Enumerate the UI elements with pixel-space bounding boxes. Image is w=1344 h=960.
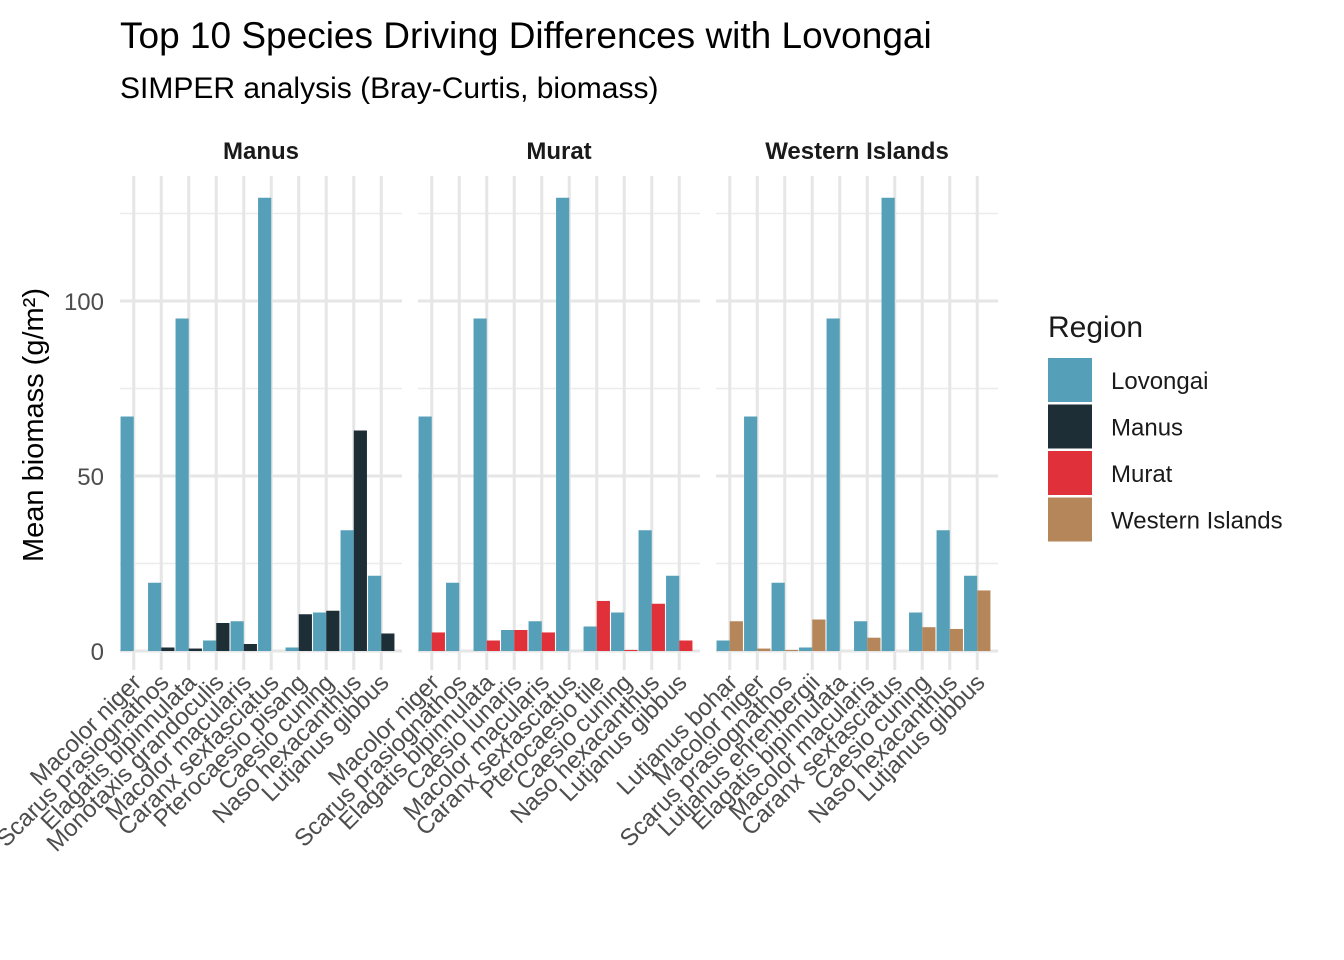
bar — [909, 612, 923, 651]
bar — [541, 632, 555, 651]
bar — [298, 614, 312, 651]
bar — [596, 600, 610, 651]
legend-label: Manus — [1111, 415, 1183, 442]
bar — [881, 197, 895, 651]
bar — [216, 623, 230, 651]
bar — [120, 416, 134, 651]
bar — [936, 530, 950, 651]
facet-strip-label: Western Islands — [765, 138, 949, 165]
bar — [514, 630, 528, 651]
legend-swatch — [1048, 358, 1092, 402]
bar — [418, 416, 432, 651]
bar — [203, 640, 217, 651]
bar — [666, 575, 680, 651]
bar — [230, 621, 244, 651]
bar — [340, 530, 354, 651]
y-tick-label: 50 — [77, 464, 104, 491]
bar — [799, 647, 813, 651]
bar — [258, 197, 272, 651]
bar — [313, 612, 327, 651]
y-axis-label: Mean biomass (g/m²) — [18, 288, 50, 562]
bar — [473, 318, 487, 651]
bar — [679, 640, 693, 651]
bar — [867, 637, 881, 651]
bar — [624, 649, 638, 651]
bar — [964, 575, 978, 651]
y-tick-label: 0 — [91, 639, 104, 666]
bar — [243, 644, 257, 651]
bar — [771, 582, 785, 651]
bar — [556, 197, 570, 651]
bar — [188, 648, 202, 651]
legend-swatch — [1048, 404, 1092, 449]
bar — [148, 582, 162, 651]
chart-title: Top 10 Species Driving Differences with … — [120, 15, 932, 56]
bar — [757, 648, 771, 651]
bar — [501, 630, 515, 651]
bar — [528, 621, 542, 651]
bar — [784, 649, 798, 651]
bar — [977, 590, 991, 651]
bar — [353, 430, 367, 651]
bar — [922, 627, 936, 651]
legend-swatch — [1048, 451, 1092, 495]
bar — [161, 647, 175, 651]
bar — [826, 318, 840, 651]
bar — [854, 621, 868, 651]
bar — [583, 626, 597, 651]
bar — [744, 416, 758, 651]
legend-items: Lovongai Manus Murat Western Islands — [1048, 358, 1283, 542]
bar — [729, 621, 743, 651]
bar — [651, 603, 665, 651]
bar — [611, 612, 625, 651]
bar — [716, 640, 730, 651]
legend-title: Region — [1048, 311, 1143, 344]
legend: Region Lovongai Manus Murat Western Islands — [1048, 311, 1283, 542]
bar — [368, 575, 382, 651]
bar — [812, 619, 826, 651]
bar — [431, 632, 445, 651]
legend-label: Lovongai — [1111, 368, 1208, 395]
bar — [175, 318, 189, 651]
facet-strip-label: Manus — [223, 138, 299, 165]
bar — [381, 633, 395, 651]
bar — [326, 610, 340, 651]
bar — [446, 582, 460, 651]
legend-label: Murat — [1111, 461, 1173, 488]
bar — [486, 640, 500, 651]
chart-subtitle: SIMPER analysis (Bray-Curtis, biomass) — [120, 72, 658, 105]
facet-strip-label: Murat — [526, 138, 591, 165]
bar — [949, 628, 963, 651]
bar — [638, 530, 652, 651]
legend-swatch — [1048, 497, 1092, 542]
legend-label: Western Islands — [1111, 508, 1283, 535]
y-tick-label: 100 — [64, 289, 104, 316]
bar — [285, 647, 299, 651]
